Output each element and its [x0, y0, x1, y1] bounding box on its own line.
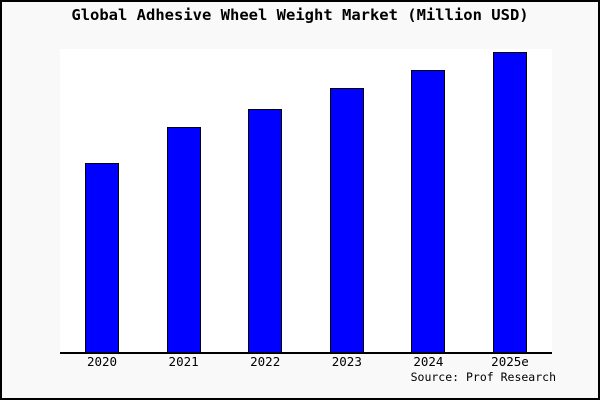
bar-2020 [85, 163, 119, 352]
chart-title: Global Adhesive Wheel Weight Market (Mil… [71, 6, 529, 24]
x-axis: 2020 2021 2022 2023 2024 2025e [60, 354, 552, 370]
x-tick-label-2024: 2024 [413, 354, 444, 369]
bar-2021 [166, 127, 201, 352]
x-tick-label-2021: 2021 [168, 354, 199, 369]
x-tick-label-2025e: 2025e [491, 354, 529, 369]
x-tick-label-2022: 2022 [250, 354, 281, 369]
source-label: Source: Prof Research [410, 370, 556, 384]
x-tick-label-2020: 2020 [86, 354, 118, 369]
bar-2023 [329, 88, 364, 352]
bar-2024 [411, 70, 446, 352]
x-tick-label-2023: 2023 [331, 354, 362, 369]
bar-2025e [493, 52, 527, 352]
plot-area [60, 49, 552, 354]
bar-2022 [248, 109, 283, 352]
